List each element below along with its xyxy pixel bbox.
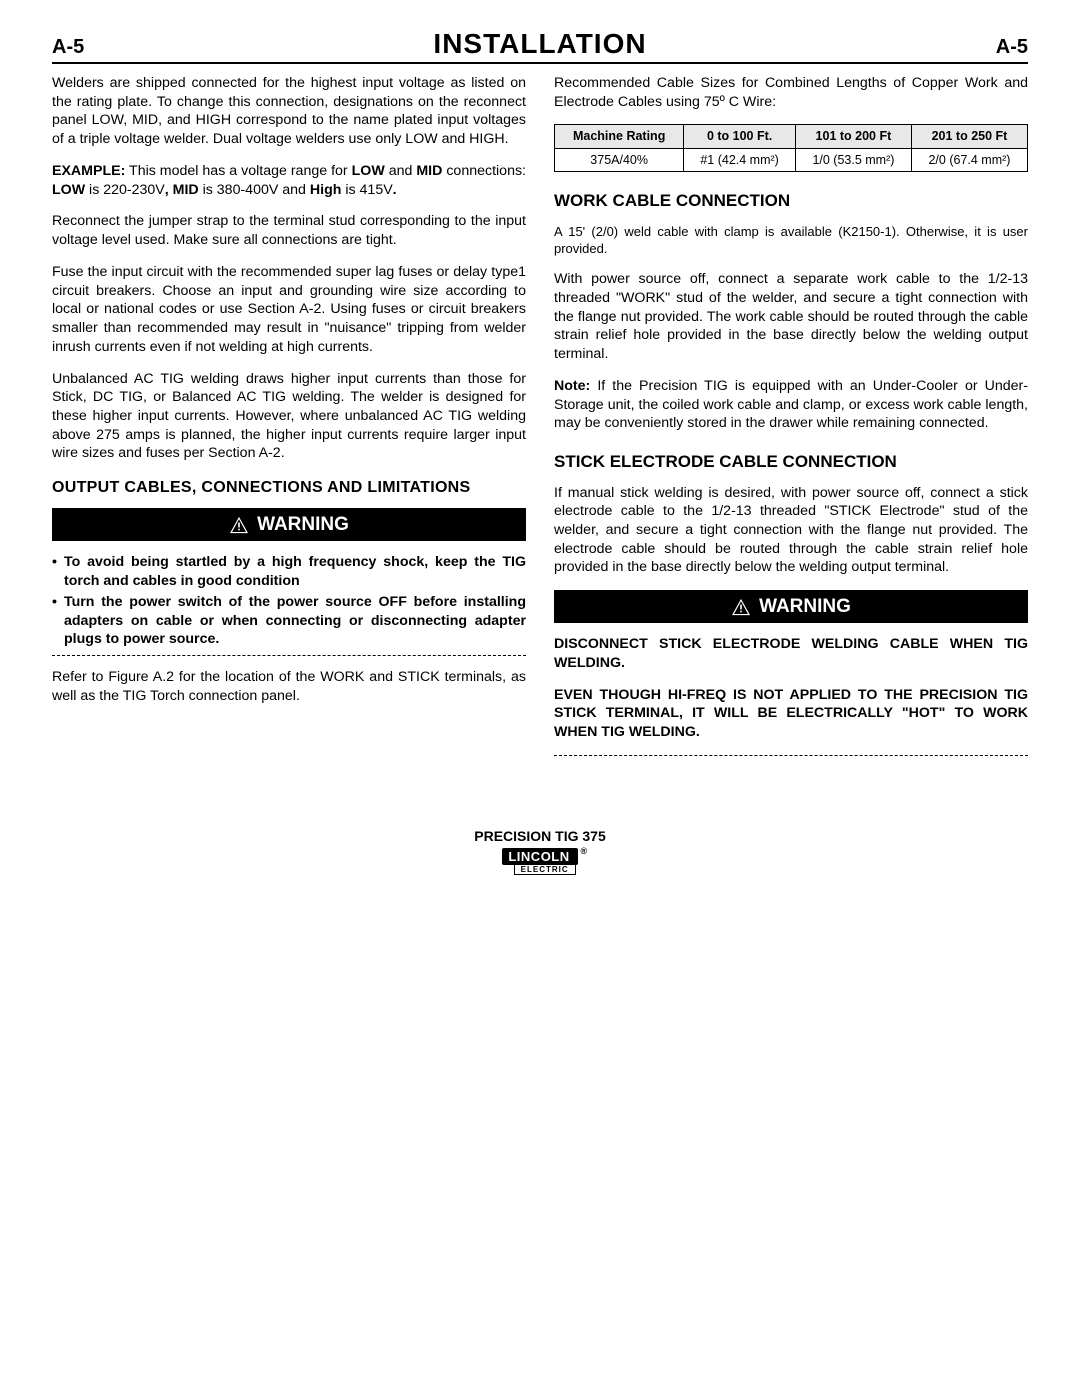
warning-banner: WARNING bbox=[554, 590, 1028, 623]
label-note: Note: bbox=[554, 378, 590, 394]
paragraph: With power source off, connect a separat… bbox=[554, 270, 1028, 364]
paragraph: Fuse the input circuit with the recommen… bbox=[52, 263, 526, 357]
paragraph: Welders are shipped connected for the hi… bbox=[52, 74, 526, 149]
section-heading-output-cables: OUTPUT CABLES, CONNECTIONS AND LIMITATIO… bbox=[52, 477, 526, 498]
list-item: Turn the power switch of the power sourc… bbox=[52, 593, 526, 649]
section-heading-stick-electrode: STICK ELECTRODE CABLE CONNECTION bbox=[554, 451, 1028, 473]
paragraph: Recommended Cable Sizes for Combined Len… bbox=[554, 74, 1028, 111]
warning-triangle-icon bbox=[229, 516, 249, 534]
footer-logo: LINCOLN ® ELECTRIC bbox=[52, 848, 1028, 877]
registered-mark-icon: ® bbox=[581, 846, 588, 856]
lincoln-logo: LINCOLN ® ELECTRIC bbox=[502, 848, 577, 875]
left-column: Welders are shipped connected for the hi… bbox=[52, 74, 526, 768]
paragraph: Refer to Figure A.2 for the location of … bbox=[52, 668, 526, 705]
paragraph: A 15' (2/0) weld cable with clamp is ava… bbox=[554, 223, 1028, 257]
warning-banner: WARNING bbox=[52, 508, 526, 541]
label-example: EXAMPLE: bbox=[52, 163, 125, 179]
warning-label: WARNING bbox=[257, 512, 349, 537]
warning-bullet-list: To avoid being startled by a high freque… bbox=[52, 553, 526, 649]
table-cell: 1/0 (53.5 mm²) bbox=[795, 148, 911, 172]
label-high: High bbox=[310, 182, 342, 198]
table-row: 375A/40% #1 (42.4 mm²) 1/0 (53.5 mm²) 2/… bbox=[555, 148, 1028, 172]
paragraph: If manual stick welding is desired, with… bbox=[554, 484, 1028, 578]
table-header-cell: 201 to 250 Ft bbox=[911, 125, 1027, 149]
table-cell: #1 (42.4 mm²) bbox=[684, 148, 796, 172]
table-header-cell: 0 to 100 Ft. bbox=[684, 125, 796, 149]
text: is 415V bbox=[341, 182, 392, 198]
table-cell: 375A/40% bbox=[555, 148, 684, 172]
logo-brand-top: LINCOLN ® bbox=[502, 848, 577, 865]
table-header-cell: 101 to 200 Ft bbox=[795, 125, 911, 149]
paragraph: Reconnect the jumper strap to the termin… bbox=[52, 212, 526, 249]
table-cell: 2/0 (67.4 mm²) bbox=[911, 148, 1027, 172]
logo-brand-bottom: ELECTRIC bbox=[514, 864, 576, 875]
text: If the Precision TIG is equipped with an… bbox=[554, 378, 1028, 431]
footer-product-name: PRECISION TIG 375 bbox=[52, 828, 1028, 844]
label-mid2: , MID bbox=[165, 182, 199, 198]
label-low2: LOW bbox=[52, 182, 85, 198]
section-heading-work-cable: WORK CABLE CONNECTION bbox=[554, 190, 1028, 212]
paragraph-example: EXAMPLE: This model has a voltage range … bbox=[52, 162, 526, 199]
table-header-row: Machine Rating 0 to 100 Ft. 101 to 200 F… bbox=[555, 125, 1028, 149]
paragraph: Note: If the Precision TIG is equipped w… bbox=[554, 377, 1028, 433]
paragraph-bold: EVEN THOUGH HI-FREQ IS NOT APPLIED TO TH… bbox=[554, 686, 1028, 742]
divider-dashed bbox=[554, 755, 1028, 756]
text: is 220-230V bbox=[85, 182, 165, 198]
text: This model has a voltage range for bbox=[125, 163, 351, 179]
logo-text: LINCOLN bbox=[508, 849, 569, 864]
label-mid: MID bbox=[416, 163, 442, 179]
text: is 380-400V and bbox=[199, 182, 310, 198]
page-header: A-5 INSTALLATION A-5 bbox=[52, 28, 1028, 64]
text: DISCONNECT STICK ELECTRODE WELDING CABLE… bbox=[554, 636, 1028, 671]
label-low: LOW bbox=[352, 163, 385, 179]
header-left-pagenum: A-5 bbox=[52, 36, 112, 59]
list-item: To avoid being startled by a high freque… bbox=[52, 553, 526, 590]
text: . bbox=[393, 182, 397, 198]
paragraph-bold: DISCONNECT STICK ELECTRODE WELDING CABLE… bbox=[554, 635, 1028, 672]
table-header-cell: Machine Rating bbox=[555, 125, 684, 149]
cable-size-table: Machine Rating 0 to 100 Ft. 101 to 200 F… bbox=[554, 124, 1028, 172]
header-title: INSTALLATION bbox=[112, 28, 968, 60]
page: A-5 INSTALLATION A-5 Welders are shipped… bbox=[0, 0, 1080, 897]
text: EVEN THOUGH HI-FREQ IS NOT APPLIED TO TH… bbox=[554, 687, 1028, 740]
right-column: Recommended Cable Sizes for Combined Len… bbox=[554, 74, 1028, 768]
text: connections: bbox=[442, 163, 526, 179]
text: and bbox=[385, 163, 417, 179]
divider-dashed bbox=[52, 655, 526, 656]
warning-label: WARNING bbox=[759, 594, 851, 619]
warning-triangle-icon bbox=[731, 598, 751, 616]
paragraph: Unbalanced AC TIG welding draws higher i… bbox=[52, 370, 526, 464]
header-right-pagenum: A-5 bbox=[968, 36, 1028, 59]
two-column-layout: Welders are shipped connected for the hi… bbox=[52, 74, 1028, 768]
